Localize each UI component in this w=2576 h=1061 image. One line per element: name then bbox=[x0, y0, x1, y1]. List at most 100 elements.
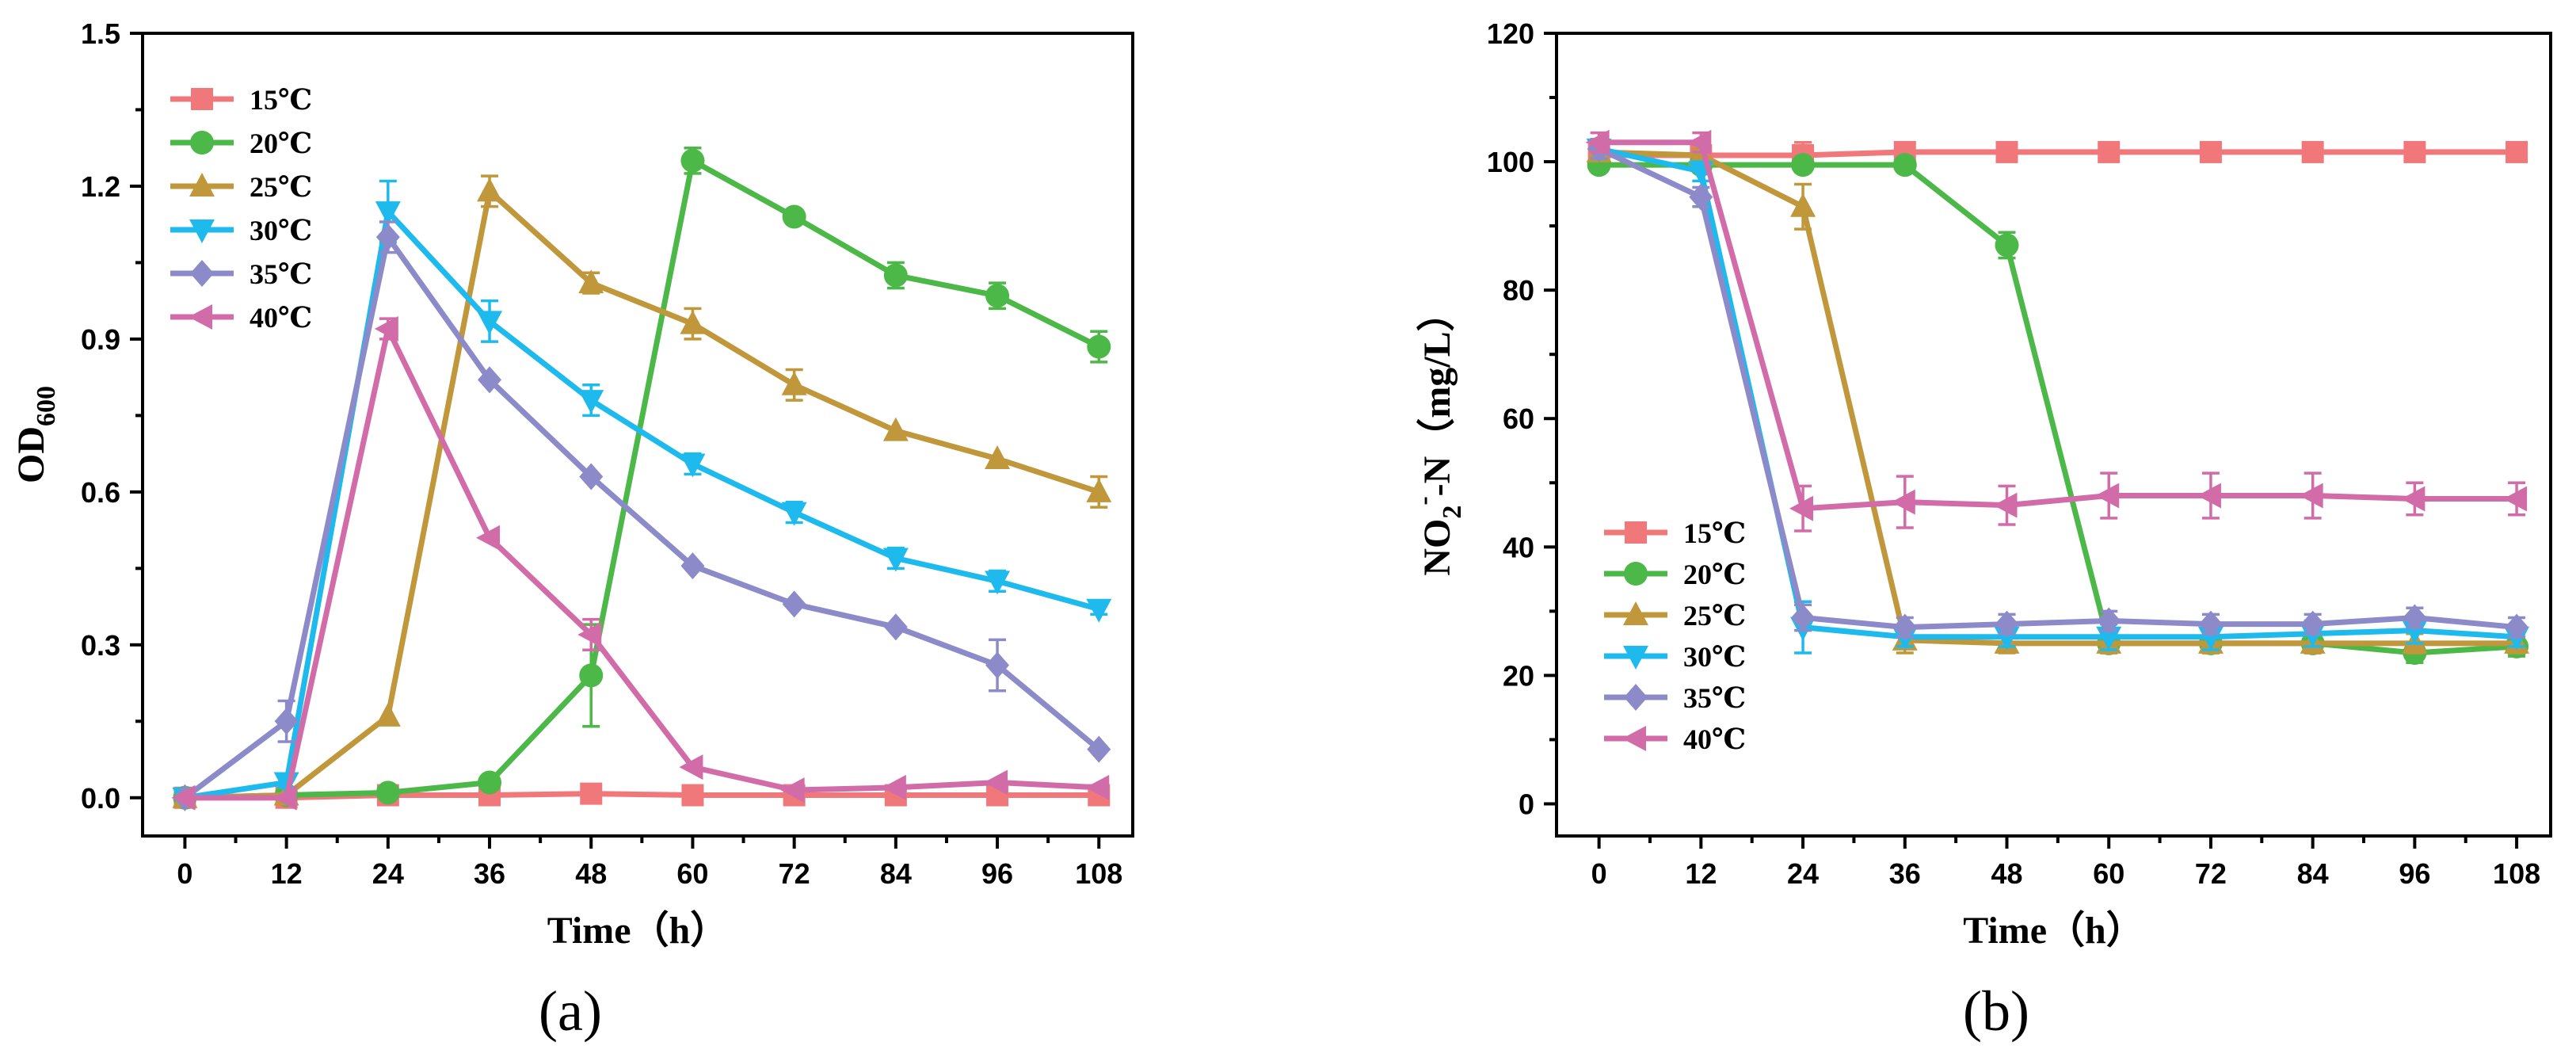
x-tick-label: 0 bbox=[1591, 857, 1607, 890]
x-tick-label: 108 bbox=[2493, 857, 2540, 890]
plot-frame bbox=[141, 32, 1134, 838]
series-1 bbox=[173, 146, 1111, 810]
y-tick-label: 60 bbox=[1503, 403, 1534, 435]
data-point bbox=[985, 284, 1010, 308]
y-tick-label: 40 bbox=[1503, 531, 1534, 563]
y-axis-title-rest: -N（mg/L） bbox=[1416, 293, 1458, 496]
legend-marker bbox=[1624, 684, 1648, 711]
data-point bbox=[2503, 486, 2528, 512]
y-axis-title: NO2--N（mg/L） bbox=[1409, 293, 1467, 575]
data-point bbox=[2095, 483, 2120, 509]
data-point bbox=[882, 417, 909, 441]
y-tick-label: 1.5 bbox=[81, 17, 120, 50]
data-point bbox=[478, 366, 502, 394]
x-tick-label: 0 bbox=[177, 857, 192, 890]
legend-label: 25℃ bbox=[1683, 600, 1746, 632]
data-point bbox=[375, 223, 400, 251]
data-point bbox=[374, 316, 398, 342]
series-line bbox=[1599, 149, 2517, 647]
data-point bbox=[1689, 183, 1713, 211]
legend-label: 35℃ bbox=[250, 258, 312, 290]
legend-label: 15℃ bbox=[1683, 517, 1746, 549]
data-point bbox=[1995, 140, 2018, 163]
x-tick-label: 108 bbox=[1075, 857, 1122, 890]
y-tick-label: 0.6 bbox=[81, 476, 120, 509]
legend-marker bbox=[1624, 562, 1648, 586]
series-line bbox=[184, 208, 1100, 801]
legend-marker bbox=[189, 173, 215, 197]
y-axis-title-main: NO bbox=[1416, 519, 1458, 576]
x-tick-label: 12 bbox=[271, 857, 303, 890]
legend-marker bbox=[1623, 646, 1648, 670]
data-point bbox=[2505, 613, 2529, 641]
data-point bbox=[1087, 334, 1111, 359]
legend-marker bbox=[1623, 601, 1648, 625]
data-point bbox=[578, 390, 604, 414]
data-point bbox=[1892, 613, 1917, 641]
x-tick-label: 72 bbox=[779, 857, 810, 890]
data-point bbox=[2197, 483, 2221, 509]
data-point bbox=[2199, 140, 2222, 163]
data-point bbox=[1687, 129, 1712, 155]
series-5 bbox=[1585, 129, 2528, 532]
data-point bbox=[883, 613, 908, 641]
data-point bbox=[2403, 604, 2427, 632]
data-point bbox=[680, 310, 706, 334]
data-point bbox=[375, 201, 401, 226]
y-axis-title-main: OD bbox=[10, 426, 52, 483]
series-4 bbox=[1587, 135, 2529, 641]
x-tick-label: 48 bbox=[1991, 857, 2022, 890]
series-line bbox=[1598, 146, 2517, 631]
data-point bbox=[2301, 140, 2324, 163]
data-point bbox=[375, 780, 400, 805]
data-point bbox=[2401, 486, 2425, 512]
legend: 15℃ 20℃ 25℃ 30℃ 35℃ 40℃ bbox=[1604, 517, 1746, 755]
data-point bbox=[477, 177, 503, 202]
data-point bbox=[679, 754, 703, 780]
legend: 15℃ 20℃ 25℃ 30℃ 35℃ 40℃ bbox=[170, 84, 312, 334]
data-point bbox=[680, 453, 706, 478]
data-point bbox=[2097, 607, 2121, 635]
data-point bbox=[2096, 626, 2122, 651]
panel-label: (b) bbox=[1963, 979, 2029, 1043]
data-point bbox=[1892, 153, 1917, 177]
data-point bbox=[985, 445, 1011, 470]
data-point bbox=[1891, 489, 1915, 515]
legend-marker bbox=[190, 260, 214, 287]
x-tick-label: 36 bbox=[474, 857, 505, 890]
x-tick-label: 24 bbox=[372, 857, 404, 890]
y-tick-label: 0.9 bbox=[81, 323, 120, 356]
data-point bbox=[577, 621, 602, 647]
series-5 bbox=[171, 316, 1110, 811]
x-tick-label: 72 bbox=[2195, 857, 2227, 890]
y-tick-label: 0.0 bbox=[81, 782, 120, 815]
x-axis-title: Time（h） bbox=[547, 910, 728, 952]
x-tick-label: 84 bbox=[2297, 857, 2329, 890]
data-point bbox=[477, 311, 503, 335]
legend-marker bbox=[189, 219, 215, 243]
data-point bbox=[1790, 193, 1816, 217]
x-tick-label: 12 bbox=[1685, 857, 1717, 890]
series-line bbox=[185, 326, 1099, 801]
data-point bbox=[171, 784, 196, 811]
data-point bbox=[882, 774, 906, 800]
legend-label: 15℃ bbox=[250, 84, 312, 116]
data-point bbox=[2198, 610, 2223, 638]
data-point bbox=[2098, 140, 2121, 163]
chart-panel-b: 0 12 24 36 48 60 72 84 96 108 0 20 40 60 80 100 120 Time（… bbox=[1409, 17, 2552, 1043]
x-tick-label: 96 bbox=[981, 857, 1013, 890]
series-2 bbox=[172, 174, 1112, 808]
data-point bbox=[1087, 735, 1111, 763]
y-axis-title: OD600 bbox=[10, 386, 61, 483]
data-point bbox=[578, 269, 604, 294]
series-line bbox=[185, 158, 1100, 801]
series-3 bbox=[172, 179, 1112, 811]
legend-label: 20℃ bbox=[250, 128, 312, 159]
y-tick-label: 0 bbox=[1519, 788, 1534, 820]
data-point bbox=[1085, 774, 1110, 800]
legend-label: 30℃ bbox=[1683, 641, 1746, 673]
series-line bbox=[183, 234, 1101, 800]
chart-panel-a: 0 12 24 36 48 60 72 84 96 108 0.0 0.3 0.6 0.9 1.2 1.5 Ti… bbox=[10, 17, 1134, 1043]
data-point bbox=[984, 769, 1008, 796]
